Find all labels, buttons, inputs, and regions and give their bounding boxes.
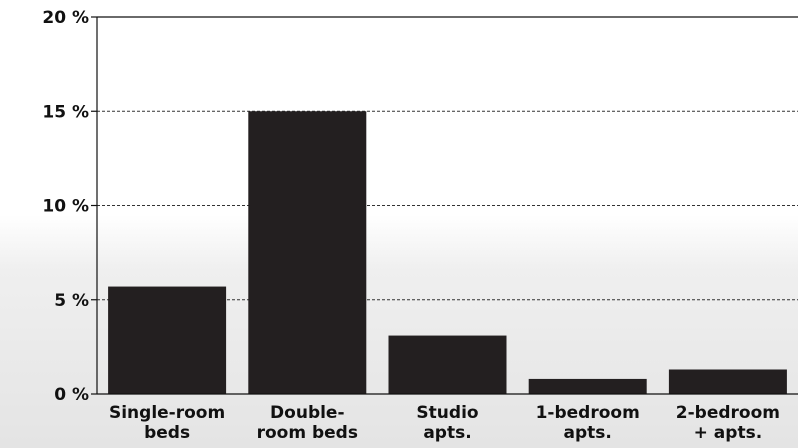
x-category-label: Studio [416,403,478,423]
bar [668,369,787,394]
y-tick-label: 0 % [54,385,89,405]
y-tick-label: 5 % [54,291,89,311]
x-category-label: apts. [564,423,612,443]
x-category-label: beds [144,423,190,443]
gridlines [97,110,798,301]
x-category-label: 2-bedroom [676,403,780,423]
y-tick-label: 15 % [42,102,89,122]
y-tick-label: 10 % [42,197,89,217]
x-category-label: Single-room [109,403,225,423]
x-category-label: Double- [270,403,344,423]
y-tick-labels: 0 % 5 % 10 % 15 % 20 % [42,8,97,405]
bar [388,335,507,394]
y-tick-label: 20 % [42,8,89,28]
bars [108,111,787,394]
bar [108,286,227,394]
x-category-label: apts. [423,423,471,443]
bar [248,111,367,394]
x-category-label: + apts. [694,423,763,443]
bar [528,378,647,394]
x-category-label: room beds [257,423,358,443]
x-category-label: 1-bedroom [536,403,640,423]
